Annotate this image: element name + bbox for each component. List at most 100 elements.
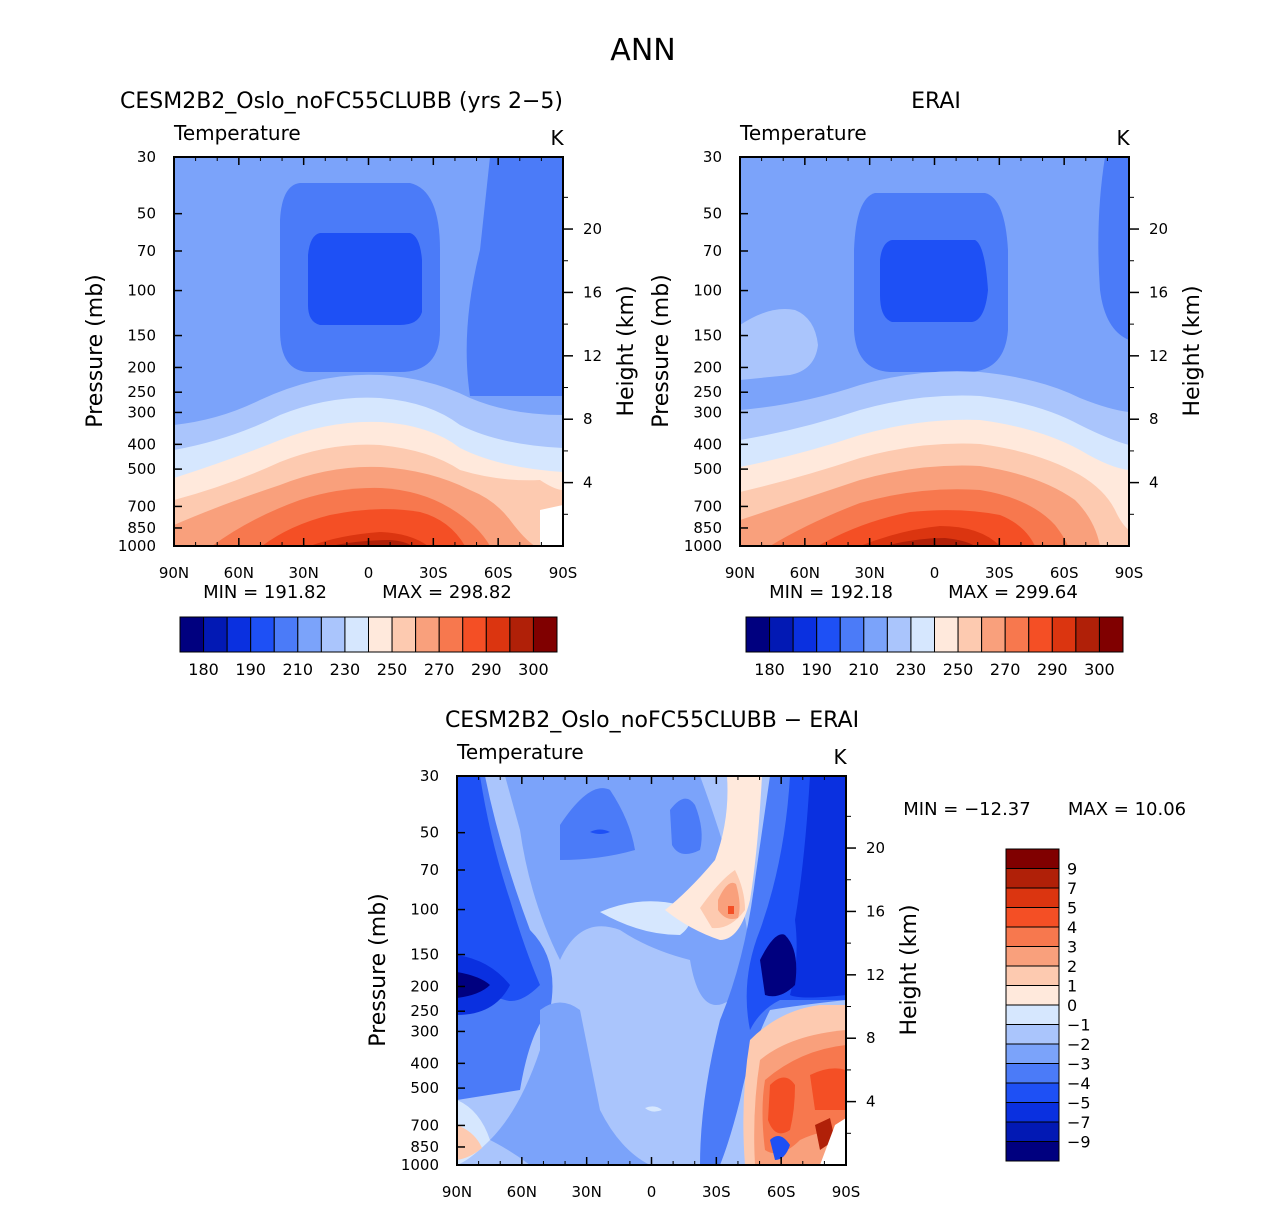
contour-field — [174, 157, 563, 546]
pressure-tick-label: 400 — [410, 1054, 439, 1072]
colorbar-swatch — [1005, 887, 1060, 908]
colorbar-swatch — [485, 616, 511, 653]
height-axis: 4 8 12 16 20 — [1129, 196, 1168, 515]
missing-data — [820, 1118, 846, 1165]
max-label: MAX = 299.64 — [948, 582, 1078, 603]
height-tick-label: 16 — [1149, 283, 1168, 301]
pressure-tick-label: 150 — [693, 327, 722, 345]
height-tick-label: 8 — [1149, 410, 1159, 428]
colorbar: 180 190 210 230 250 270 290 300 — [179, 616, 558, 679]
pressure-tick-label: 700 — [127, 497, 156, 515]
pressure-tick-label: 70 — [420, 861, 439, 879]
x-tick-label: 90S — [549, 564, 578, 582]
colorbar-swatch — [1005, 848, 1060, 869]
variable-label: Temperature — [739, 121, 867, 145]
panel-title: ERAI — [911, 89, 961, 114]
colorbar-swatch — [1005, 868, 1060, 889]
colorbar-swatch — [509, 616, 534, 653]
colorbar-swatch — [863, 616, 888, 653]
contour-field — [457, 776, 846, 1165]
colorbar-label: 5 — [1067, 899, 1077, 918]
height-tick-label: 8 — [866, 1029, 876, 1047]
colorbar-swatch — [1005, 907, 1060, 928]
contour-band — [560, 788, 635, 860]
pressure-tick-label: 500 — [127, 460, 156, 478]
x-tick-label: 90S — [832, 1183, 861, 1201]
colorbar-label: 250 — [377, 660, 408, 679]
colorbar-swatch — [1028, 616, 1053, 653]
x-tick-label: 90N — [159, 564, 189, 582]
colorbar-swatch — [1051, 616, 1077, 653]
colorbar-label: 9 — [1067, 860, 1077, 879]
colorbar-swatch — [769, 616, 794, 653]
height-tick-label: 12 — [1149, 347, 1168, 365]
colorbar-label: 230 — [896, 660, 927, 679]
height-tick-label: 8 — [583, 410, 593, 428]
height-tick-label: 16 — [866, 902, 885, 920]
height-tick-label: 20 — [866, 839, 885, 857]
contour-band — [262, 509, 465, 546]
pressure-tick-label: 200 — [127, 358, 156, 376]
height-axis: 4 8 12 16 20 — [846, 815, 885, 1134]
x-tick-label: 30S — [985, 564, 1014, 582]
colorbar-label: −2 — [1067, 1035, 1091, 1054]
colorbar-swatch — [1005, 1004, 1060, 1025]
pressure-tick-label: 700 — [693, 497, 722, 515]
units-label: K — [550, 126, 564, 150]
contour-band — [885, 538, 975, 546]
x-tick-label: 90S — [1115, 564, 1144, 582]
colorbar-swatch — [981, 616, 1006, 653]
min-label: MIN = 191.82 — [203, 582, 327, 603]
contour-band — [330, 540, 412, 546]
height-tick-label: 12 — [583, 347, 602, 365]
y-axis-label: Pressure (mb) — [366, 893, 391, 1047]
x-tick-label: 90N — [442, 1183, 472, 1201]
colorbar-swatch — [1005, 965, 1060, 986]
x-tick-label: 0 — [647, 1183, 657, 1201]
colorbar-swatch — [415, 616, 440, 653]
pressure-tick-label: 300 — [693, 403, 722, 421]
pressure-tick-label: 700 — [410, 1116, 439, 1134]
colorbar-swatch — [1075, 616, 1100, 653]
colorbar-label: 290 — [471, 660, 502, 679]
pressure-tick-label: 250 — [410, 1002, 439, 1020]
colorbar-swatch — [1004, 616, 1030, 653]
contour-band — [490, 1002, 650, 1165]
x-tick-label: 30N — [855, 564, 885, 582]
pressure-tick-label: 200 — [693, 358, 722, 376]
colorbar-swatch — [462, 616, 487, 653]
page-title: ANN — [610, 33, 675, 68]
colorbar-swatch — [226, 616, 252, 653]
pressure-tick-label: 400 — [127, 435, 156, 453]
colorbar-swatch — [886, 616, 912, 653]
x-tick-label: 60S — [484, 564, 513, 582]
x-tick-label: 0 — [364, 564, 374, 582]
x-tick-label: 60N — [790, 564, 820, 582]
colorbar-label: −5 — [1067, 1094, 1091, 1113]
panel-model: CESM2B2_Oslo_noFC55CLUBB (yrs 2−5) Tempe… — [83, 89, 639, 679]
colorbar-swatch — [816, 616, 841, 653]
colorbar-swatch — [438, 616, 464, 653]
contour-band — [740, 309, 818, 380]
x-tick-label: 60S — [1050, 564, 1079, 582]
contour-band — [466, 157, 563, 396]
colorbar-swatch — [391, 616, 417, 653]
colorbar-swatch — [839, 616, 865, 653]
pressure-tick-label: 1000 — [401, 1156, 439, 1174]
min-label: MIN = 192.18 — [769, 582, 893, 603]
pressure-tick-label: 400 — [693, 435, 722, 453]
colorbar-label: 210 — [283, 660, 314, 679]
colorbar-swatch — [203, 616, 228, 653]
colorbar-label: 270 — [990, 660, 1021, 679]
contour-band — [457, 1125, 482, 1160]
colorbar-swatch — [1005, 1024, 1060, 1045]
y-axis-label: Pressure (mb) — [649, 274, 674, 428]
y2-axis-label: Height (km) — [897, 904, 922, 1035]
max-label: MAX = 298.82 — [382, 582, 512, 603]
colorbar-label: 2 — [1067, 957, 1077, 976]
x-tick-label: 60N — [224, 564, 254, 582]
colorbar: 180 190 210 230 250 270 290 300 — [745, 616, 1124, 679]
colorbar-label: 300 — [1084, 660, 1115, 679]
pressure-tick-label: 100 — [410, 901, 439, 919]
